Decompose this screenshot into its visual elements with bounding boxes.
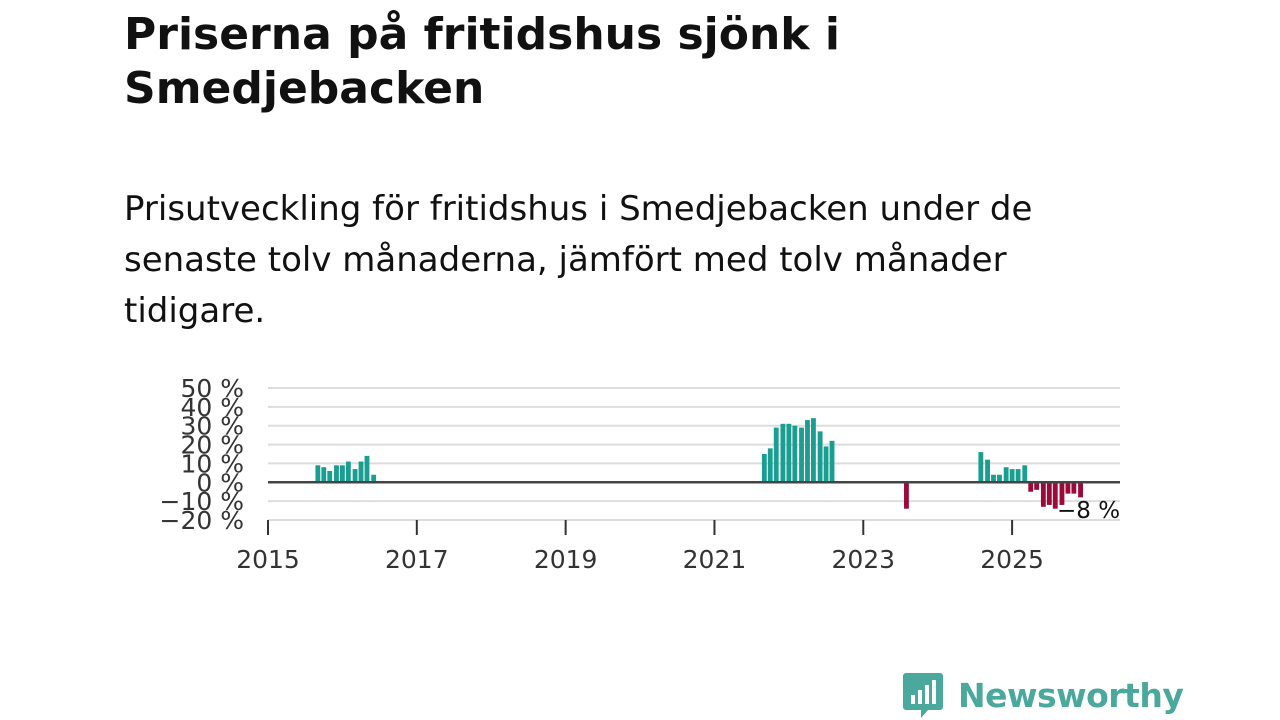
- x-tick-label: 2025: [980, 545, 1044, 574]
- bar: [1040, 482, 1046, 507]
- bar: [985, 459, 990, 483]
- y-axis-labels: 50 %40 %30 %20 %10 %0 %−10 %−20 %: [160, 374, 244, 535]
- end-value-label: −8 %: [1057, 498, 1120, 524]
- brand-name: Newsworthy: [958, 675, 1184, 715]
- bar: [1065, 482, 1071, 494]
- x-tick-label: 2015: [236, 545, 300, 574]
- bar-chart: 50 %40 %30 %20 %10 %0 %−10 %−20 % 2015 20…: [160, 374, 1121, 574]
- bar: [339, 465, 345, 483]
- bar: [829, 440, 835, 483]
- bar: [767, 448, 773, 483]
- bar: [991, 474, 996, 483]
- bar: [1003, 467, 1009, 483]
- bar: [978, 452, 984, 483]
- y-tick-label: −20 %: [160, 506, 244, 535]
- bar: [371, 474, 377, 483]
- bar: [1046, 482, 1052, 505]
- y-tick-label: 20 %: [180, 431, 244, 460]
- y-tick-label: 10 %: [180, 449, 244, 478]
- bar: [364, 455, 370, 483]
- bar: [1028, 482, 1034, 492]
- y-tick-label: −10 %: [160, 487, 244, 516]
- bar: [773, 427, 779, 483]
- bar: [780, 423, 786, 483]
- annotations: −8 %: [1057, 498, 1120, 524]
- bar: [358, 461, 364, 483]
- bar: [327, 470, 333, 483]
- bar: [1034, 482, 1040, 490]
- bar: [811, 418, 816, 483]
- bar: [345, 461, 351, 483]
- chart-subtitle: Prisutveckling för fritidshus i Smedjeba…: [124, 189, 1033, 331]
- bar: [904, 482, 909, 509]
- bars: [315, 418, 1083, 509]
- y-tick-label: 40 %: [180, 393, 244, 422]
- bar: [1022, 465, 1028, 483]
- x-axis: 2015 2017 2019 2021 2023 2025: [236, 520, 1044, 574]
- bar: [805, 420, 810, 483]
- bar-chart-speech-icon: [903, 673, 943, 718]
- bar: [817, 431, 823, 483]
- bar: [315, 465, 321, 483]
- bar: [1009, 469, 1015, 483]
- bar: [792, 425, 798, 483]
- bar: [1059, 482, 1065, 505]
- x-tick-label: 2019: [534, 545, 598, 574]
- y-tick-label: 30 %: [180, 412, 244, 441]
- bar: [799, 427, 804, 483]
- bar: [786, 423, 792, 483]
- x-tick-label: 2023: [831, 545, 895, 574]
- bar: [761, 454, 767, 483]
- bar: [1052, 482, 1058, 509]
- x-tick-label: 2021: [683, 545, 747, 574]
- grid-lines: [268, 387, 1120, 521]
- bar: [334, 465, 339, 483]
- bar: [1071, 482, 1077, 494]
- bar: [1078, 482, 1083, 498]
- bar: [352, 469, 358, 483]
- chart-title: Priserna på fritidshus sjönk i Smedjebac…: [124, 9, 840, 114]
- bar: [321, 467, 327, 483]
- x-tick-label: 2017: [385, 545, 449, 574]
- y-tick-label: 50 %: [180, 374, 244, 403]
- bar: [823, 446, 829, 483]
- y-tick-label: 0 %: [196, 468, 244, 497]
- bar: [997, 474, 1002, 483]
- newsworthy-logo: Newsworthy: [902, 671, 1184, 719]
- bar: [1015, 469, 1021, 483]
